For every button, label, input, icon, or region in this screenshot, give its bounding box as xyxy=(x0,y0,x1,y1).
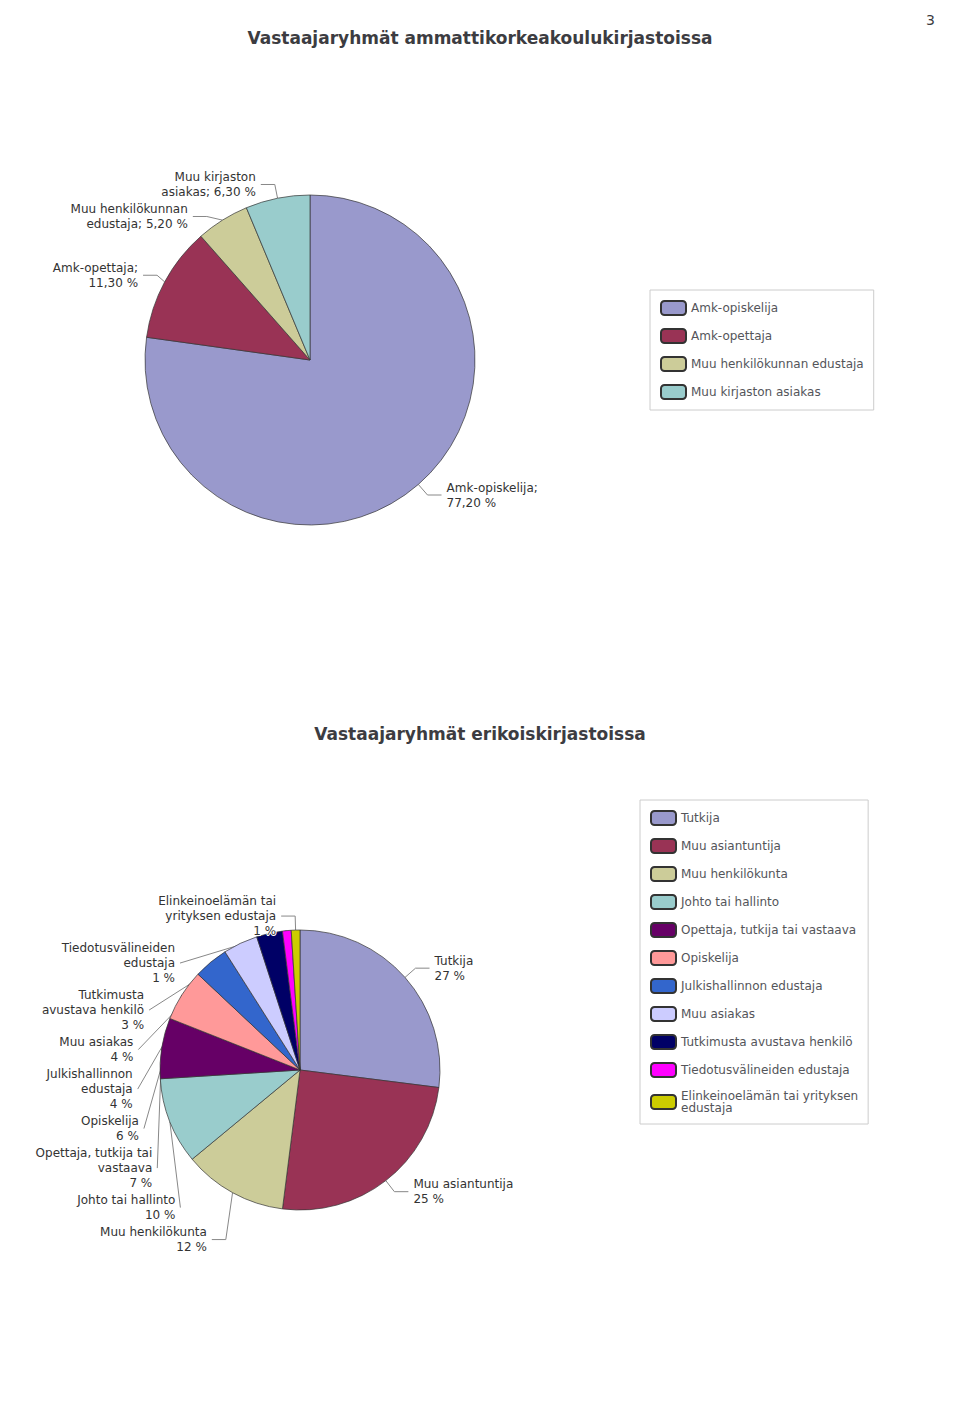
svg-text:Elinkeinoelämän tai yrityksen: Elinkeinoelämän tai yrityksen xyxy=(681,1089,859,1103)
svg-text:27 %: 27 % xyxy=(435,969,466,983)
svg-text:Elinkeinoelämän tai: Elinkeinoelämän tai xyxy=(158,894,276,908)
svg-text:4 %: 4 % xyxy=(110,1097,133,1111)
svg-text:10 %: 10 % xyxy=(145,1208,176,1222)
svg-text:Muu henkilökunnan edustaja: Muu henkilökunnan edustaja xyxy=(691,357,864,371)
svg-text:Opettaja, tutkija tai: Opettaja, tutkija tai xyxy=(36,1146,153,1160)
svg-text:4 %: 4 % xyxy=(110,1050,133,1064)
svg-text:Muu henkilökunnan: Muu henkilökunnan xyxy=(71,202,188,216)
svg-text:11,30 %: 11,30 % xyxy=(88,276,138,290)
svg-text:Amk-opettaja;: Amk-opettaja; xyxy=(53,261,138,275)
svg-text:Muu henkilökunta: Muu henkilökunta xyxy=(100,1225,207,1239)
svg-text:Muu asiantuntija: Muu asiantuntija xyxy=(681,839,781,853)
svg-text:Julkishallinnon: Julkishallinnon xyxy=(46,1067,133,1081)
svg-text:77,20 %: 77,20 % xyxy=(447,496,497,510)
svg-text:Johto tai hallinto: Johto tai hallinto xyxy=(76,1193,175,1207)
svg-text:7 %: 7 % xyxy=(129,1176,152,1190)
svg-text:Tutkija: Tutkija xyxy=(434,954,474,968)
svg-text:Tutkija: Tutkija xyxy=(680,811,720,825)
svg-text:12 %: 12 % xyxy=(176,1240,207,1254)
svg-text:Opiskelija: Opiskelija xyxy=(681,951,739,965)
svg-text:Julkishallinnon edustaja: Julkishallinnon edustaja xyxy=(680,979,823,993)
svg-text:Johto tai hallinto: Johto tai hallinto xyxy=(680,895,779,909)
svg-text:Muu asiakas: Muu asiakas xyxy=(59,1035,133,1049)
svg-text:vastaava: vastaava xyxy=(98,1161,153,1175)
svg-text:3 %: 3 % xyxy=(121,1018,144,1032)
svg-text:Muu asiantuntija: Muu asiantuntija xyxy=(413,1177,513,1191)
svg-text:Muu kirjaston asiakas: Muu kirjaston asiakas xyxy=(691,385,821,399)
svg-text:Vastaajaryhmät erikoiskirjasto: Vastaajaryhmät erikoiskirjastoissa xyxy=(314,724,645,744)
svg-text:Amk-opiskelija: Amk-opiskelija xyxy=(691,301,778,315)
svg-text:Tutkimusta: Tutkimusta xyxy=(77,988,144,1002)
svg-text:25 %: 25 % xyxy=(413,1192,444,1206)
svg-text:Amk-opettaja: Amk-opettaja xyxy=(691,329,772,343)
svg-text:edustaja: edustaja xyxy=(81,1082,133,1096)
svg-text:avustava henkilö: avustava henkilö xyxy=(42,1003,144,1017)
svg-text:Muu henkilökunta: Muu henkilökunta xyxy=(681,867,788,881)
svg-text:1 %: 1 % xyxy=(253,924,276,938)
svg-text:Muu kirjaston: Muu kirjaston xyxy=(175,170,256,184)
svg-text:Tutkimusta avustava henkilö: Tutkimusta avustava henkilö xyxy=(680,1035,853,1049)
svg-text:asiakas; 6,30 %: asiakas; 6,30 % xyxy=(161,185,255,199)
svg-text:edustaja; 5,20 %: edustaja; 5,20 % xyxy=(86,217,187,231)
svg-text:Tiedotusvälineiden edustaja: Tiedotusvälineiden edustaja xyxy=(680,1063,850,1077)
svg-text:edustaja: edustaja xyxy=(681,1101,733,1115)
svg-text:Muu asiakas: Muu asiakas xyxy=(681,1007,755,1021)
svg-text:edustaja: edustaja xyxy=(123,956,175,970)
svg-text:yrityksen edustaja: yrityksen edustaja xyxy=(165,909,276,923)
svg-text:Opiskelija: Opiskelija xyxy=(81,1114,139,1128)
svg-text:6 %: 6 % xyxy=(116,1129,139,1143)
svg-text:Vastaajaryhmät ammattikorkeako: Vastaajaryhmät ammattikorkeakoulukirjast… xyxy=(247,28,712,48)
svg-text:Amk-opiskelija;: Amk-opiskelija; xyxy=(447,481,538,495)
svg-text:Opettaja, tutkija tai vastaava: Opettaja, tutkija tai vastaava xyxy=(681,923,856,937)
svg-text:3: 3 xyxy=(926,12,935,28)
svg-text:Tiedotusvälineiden: Tiedotusvälineiden xyxy=(61,941,175,955)
svg-text:1 %: 1 % xyxy=(152,971,175,985)
